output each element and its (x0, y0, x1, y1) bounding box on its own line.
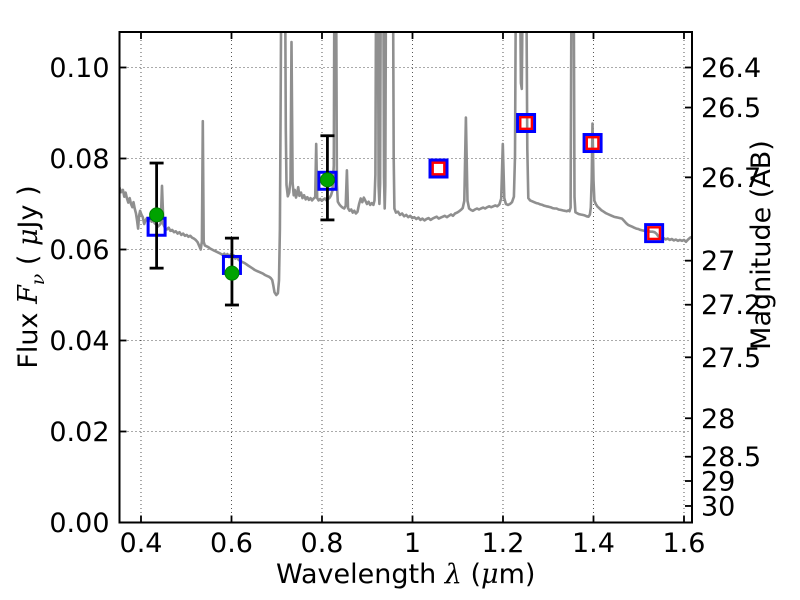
y-tick-label-magnitude: 28 (701, 404, 735, 435)
y-tick-label-magnitude: 28.5 (701, 442, 761, 473)
x-tick-label: 0.6 (210, 528, 253, 559)
x-tick-label: 1.4 (572, 528, 615, 559)
y-axis-label-left: Flux Fν ( μJy ) (13, 185, 49, 368)
green-circle-marker (149, 207, 165, 223)
y-tick-label-flux: 0.08 (49, 144, 109, 175)
y-tick-label-flux: 0.02 (49, 417, 109, 448)
blue-square-marker (582, 133, 603, 154)
y-tick-label-flux: 0.04 (49, 326, 109, 357)
x-tick-label: 0.4 (120, 528, 163, 559)
y-tick-label-flux: 0.00 (49, 508, 109, 539)
tick-marks (119, 32, 692, 524)
y-tick-label-magnitude: 27 (701, 246, 735, 277)
x-tick-label: 0.8 (301, 528, 344, 559)
spectrum-line (119, 32, 692, 297)
grid-lines (119, 32, 692, 523)
green-circle-marker (319, 172, 335, 188)
blue-square-marker (644, 223, 665, 244)
y-tick-label-magnitude: 29 (701, 467, 735, 498)
y-tick-label-magnitude: 30 (701, 491, 735, 522)
y-axis-label-right: Magnitude (AB) (746, 140, 777, 350)
red-square-marker (585, 136, 600, 151)
y-tick-label-magnitude: 26.4 (701, 53, 761, 84)
x-axis-label: Wavelength λ (μm) (276, 559, 535, 590)
blue-square-marker (516, 113, 537, 134)
x-tick-label: 1.6 (663, 528, 706, 559)
y-tick-label-flux: 0.10 (49, 53, 109, 84)
green-circle-marker (224, 265, 240, 281)
y-tick-label-magnitude: 26.5 (701, 93, 761, 124)
observed-photometry-green-circles (149, 134, 335, 307)
x-tick-label: 1.2 (482, 528, 525, 559)
red-square-marker (431, 161, 446, 176)
predicted-photometry-red-squares (431, 116, 662, 241)
red-square-marker (647, 226, 662, 241)
y-tick-label-magnitude: 26.7 (701, 163, 761, 194)
blue-square-marker (428, 158, 449, 179)
y-tick-label-flux: 0.06 (49, 235, 109, 266)
plot-area (119, 32, 692, 307)
axes-spines (118, 31, 693, 524)
x-tick-label: 1 (404, 528, 421, 559)
red-square-marker (519, 116, 534, 131)
y-tick-label-magnitude: 27.5 (701, 343, 761, 374)
y-tick-label-magnitude: 27.2 (701, 290, 761, 321)
